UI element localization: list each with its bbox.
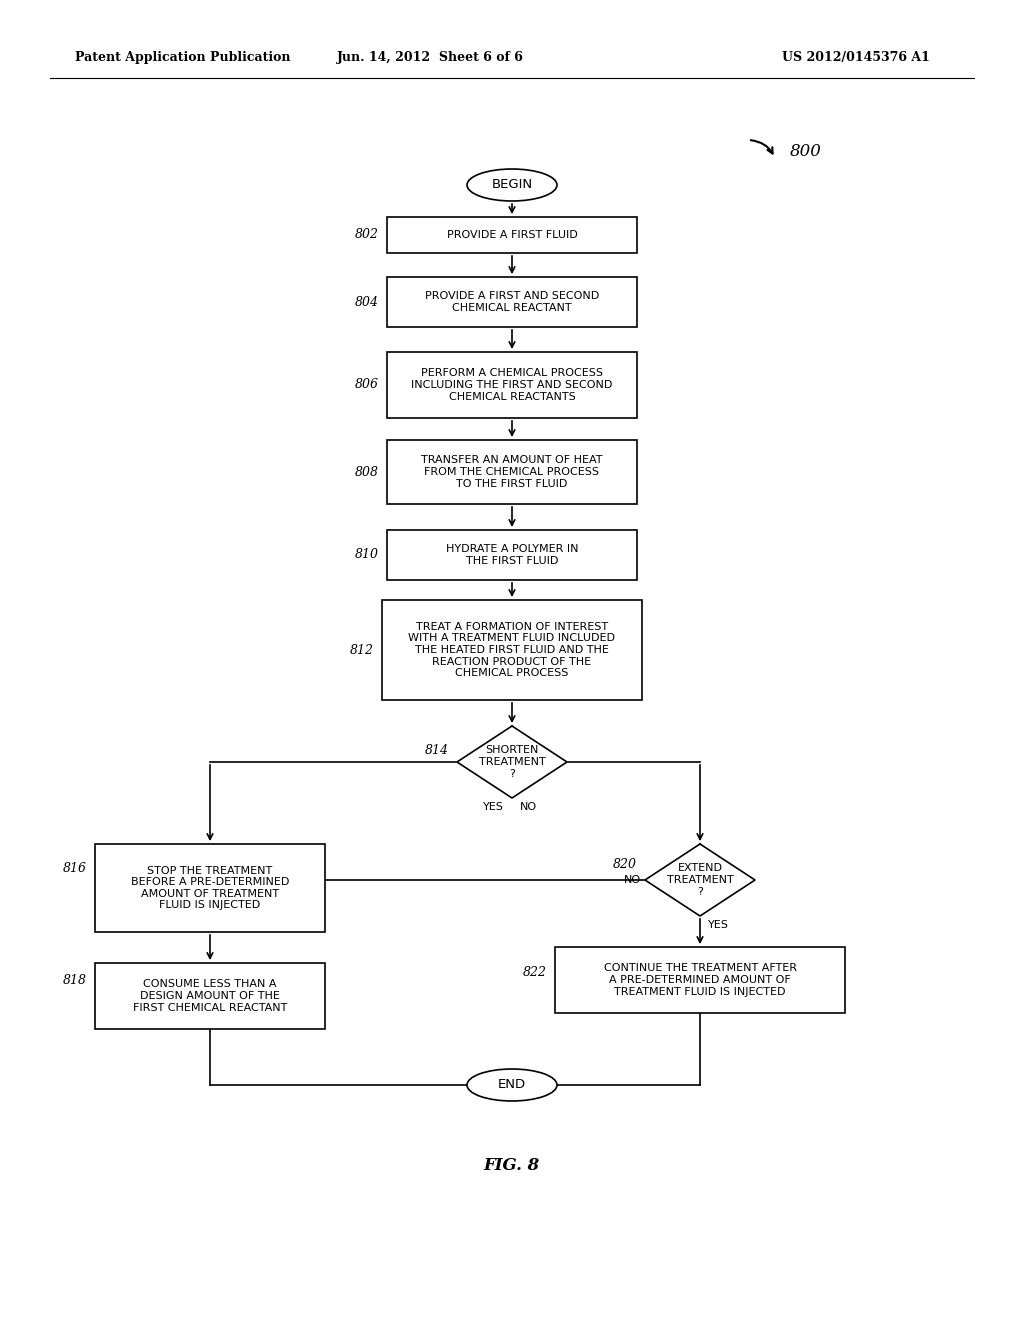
Text: FIG. 8: FIG. 8 (484, 1156, 540, 1173)
Polygon shape (645, 843, 755, 916)
Text: 800: 800 (790, 144, 822, 161)
Text: 810: 810 (355, 549, 379, 561)
Text: YES: YES (483, 803, 504, 812)
Text: YES: YES (708, 920, 729, 931)
FancyBboxPatch shape (95, 964, 325, 1030)
Text: 806: 806 (355, 379, 379, 392)
Text: EXTEND
TREATMENT
?: EXTEND TREATMENT ? (667, 863, 733, 896)
Text: 808: 808 (355, 466, 379, 479)
Text: 802: 802 (355, 228, 379, 242)
FancyBboxPatch shape (95, 843, 325, 932)
Text: US 2012/0145376 A1: US 2012/0145376 A1 (782, 51, 930, 65)
Text: 814: 814 (425, 743, 449, 756)
Text: Jun. 14, 2012  Sheet 6 of 6: Jun. 14, 2012 Sheet 6 of 6 (337, 51, 523, 65)
FancyBboxPatch shape (387, 440, 637, 504)
Text: PROVIDE A FIRST AND SECOND
CHEMICAL REACTANT: PROVIDE A FIRST AND SECOND CHEMICAL REAC… (425, 292, 599, 313)
Text: 816: 816 (63, 862, 87, 874)
Text: BEGIN: BEGIN (492, 178, 532, 191)
Text: SHORTEN
TREATMENT
?: SHORTEN TREATMENT ? (478, 746, 546, 779)
Text: END: END (498, 1078, 526, 1092)
Text: 820: 820 (613, 858, 637, 870)
FancyBboxPatch shape (387, 352, 637, 418)
Text: PERFORM A CHEMICAL PROCESS
INCLUDING THE FIRST AND SECOND
CHEMICAL REACTANTS: PERFORM A CHEMICAL PROCESS INCLUDING THE… (412, 368, 612, 401)
Text: 822: 822 (523, 965, 547, 978)
Text: 804: 804 (355, 296, 379, 309)
FancyBboxPatch shape (555, 946, 845, 1012)
FancyBboxPatch shape (387, 277, 637, 327)
Text: 818: 818 (63, 974, 87, 986)
FancyBboxPatch shape (387, 531, 637, 579)
Text: HYDRATE A POLYMER IN
THE FIRST FLUID: HYDRATE A POLYMER IN THE FIRST FLUID (445, 544, 579, 566)
Text: CONTINUE THE TREATMENT AFTER
A PRE-DETERMINED AMOUNT OF
TREATMENT FLUID IS INJEC: CONTINUE THE TREATMENT AFTER A PRE-DETER… (603, 964, 797, 997)
Text: 812: 812 (350, 644, 374, 656)
Ellipse shape (467, 1069, 557, 1101)
Text: TRANSFER AN AMOUNT OF HEAT
FROM THE CHEMICAL PROCESS
TO THE FIRST FLUID: TRANSFER AN AMOUNT OF HEAT FROM THE CHEM… (421, 455, 603, 488)
Text: STOP THE TREATMENT
BEFORE A PRE-DETERMINED
AMOUNT OF TREATMENT
FLUID IS INJECTED: STOP THE TREATMENT BEFORE A PRE-DETERMIN… (131, 866, 289, 911)
Text: TREAT A FORMATION OF INTEREST
WITH A TREATMENT FLUID INCLUDED
THE HEATED FIRST F: TREAT A FORMATION OF INTEREST WITH A TRE… (409, 622, 615, 678)
Text: PROVIDE A FIRST FLUID: PROVIDE A FIRST FLUID (446, 230, 578, 240)
Text: Patent Application Publication: Patent Application Publication (75, 51, 291, 65)
Text: NO: NO (624, 875, 641, 884)
Text: NO: NO (520, 803, 538, 812)
Polygon shape (457, 726, 567, 799)
FancyBboxPatch shape (382, 601, 642, 700)
Ellipse shape (467, 169, 557, 201)
FancyBboxPatch shape (387, 216, 637, 253)
Text: CONSUME LESS THAN A
DESIGN AMOUNT OF THE
FIRST CHEMICAL REACTANT: CONSUME LESS THAN A DESIGN AMOUNT OF THE… (133, 979, 287, 1012)
